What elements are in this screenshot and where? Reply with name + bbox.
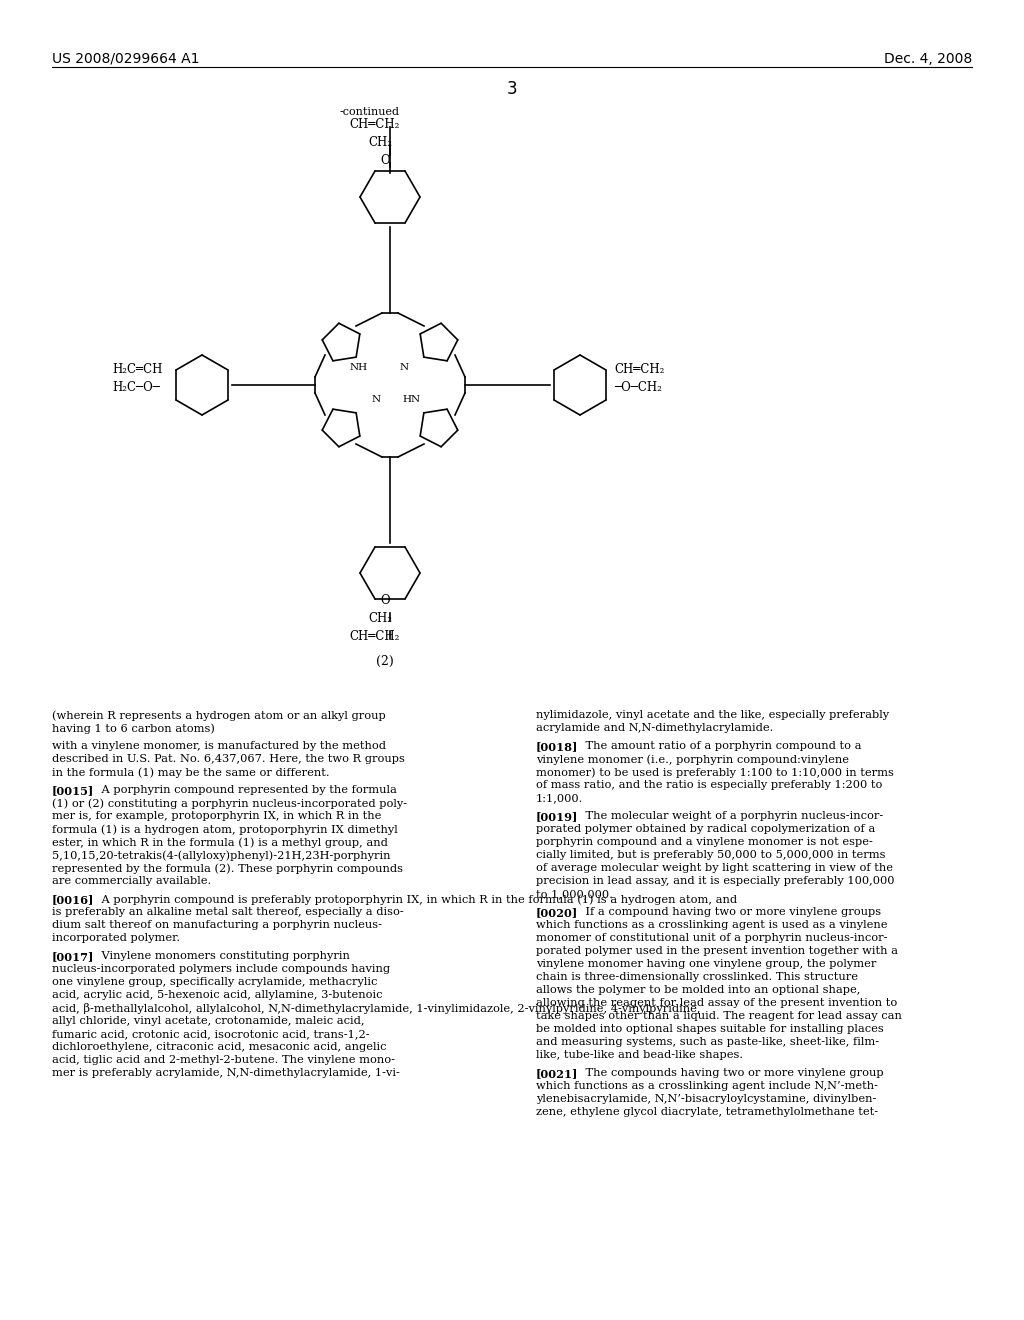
Text: nylimidazole, vinyl acetate and the like, especially preferably: nylimidazole, vinyl acetate and the like…: [536, 710, 889, 719]
Text: monomer) to be used is preferably 1:100 to 1:10,000 in terms: monomer) to be used is preferably 1:100 …: [536, 767, 894, 777]
Text: A porphyrin compound is preferably protoporphyrin IX, in which R in the formula : A porphyrin compound is preferably proto…: [87, 894, 736, 904]
Text: incorporated polymer.: incorporated polymer.: [52, 933, 180, 942]
Text: The compounds having two or more vinylene group: The compounds having two or more vinylen…: [570, 1068, 884, 1078]
Text: described in U.S. Pat. No. 6,437,067. Here, the two R groups: described in U.S. Pat. No. 6,437,067. He…: [52, 754, 404, 764]
Text: acid, tiglic acid and 2-methyl-2-butene. The vinylene mono-: acid, tiglic acid and 2-methyl-2-butene.…: [52, 1055, 395, 1065]
Text: mer is preferably acrylamide, N,N-dimethylacrylamide, 1-vi-: mer is preferably acrylamide, N,N-dimeth…: [52, 1068, 400, 1078]
Text: porated polymer used in the present invention together with a: porated polymer used in the present inve…: [536, 946, 898, 956]
Text: which functions as a crosslinking agent is used as a vinylene: which functions as a crosslinking agent …: [536, 920, 888, 931]
Text: (wherein R represents a hydrogen atom or an alkyl group: (wherein R represents a hydrogen atom or…: [52, 710, 386, 721]
Text: ester, in which R in the formula (1) is a methyl group, and: ester, in which R in the formula (1) is …: [52, 837, 388, 847]
Text: cially limited, but is preferably 50,000 to 5,000,000 in terms: cially limited, but is preferably 50,000…: [536, 850, 886, 861]
Text: dium salt thereof on manufacturing a porphyrin nucleus-: dium salt thereof on manufacturing a por…: [52, 920, 382, 931]
Text: 3: 3: [507, 81, 517, 98]
Text: [0016]: [0016]: [52, 894, 94, 906]
Text: is preferably an alkaline metal salt thereof, especially a diso-: is preferably an alkaline metal salt the…: [52, 907, 403, 917]
Text: O: O: [380, 153, 390, 166]
Text: A porphyrin compound represented by the formula: A porphyrin compound represented by the …: [87, 785, 396, 795]
Text: are commercially available.: are commercially available.: [52, 876, 211, 886]
Text: nucleus-incorporated polymers include compounds having: nucleus-incorporated polymers include co…: [52, 964, 390, 974]
Text: and measuring systems, such as paste-like, sheet-like, film-: and measuring systems, such as paste-lik…: [536, 1038, 880, 1047]
Text: vinylene monomer having one vinylene group, the polymer: vinylene monomer having one vinylene gro…: [536, 960, 877, 969]
Text: H₂C─O─: H₂C─O─: [112, 381, 160, 393]
Text: acrylamide and N,N-dimethylacrylamide.: acrylamide and N,N-dimethylacrylamide.: [536, 723, 773, 733]
Text: H₂C═CH: H₂C═CH: [112, 363, 163, 376]
Text: dichloroethylene, citraconic acid, mesaconic acid, angelic: dichloroethylene, citraconic acid, mesac…: [52, 1041, 386, 1052]
Text: CH═CH₂: CH═CH₂: [614, 363, 665, 376]
Text: acid, acrylic acid, 5-hexenoic acid, allylamine, 3-butenoic: acid, acrylic acid, 5-hexenoic acid, all…: [52, 990, 383, 1001]
Text: CH═CH₂: CH═CH₂: [350, 630, 400, 643]
Text: porphyrin compound and a vinylene monomer is not espe-: porphyrin compound and a vinylene monome…: [536, 837, 872, 847]
Text: [0015]: [0015]: [52, 785, 94, 796]
Text: Vinylene monomers constituting porphyrin: Vinylene monomers constituting porphyrin: [87, 950, 349, 961]
Text: [0020]: [0020]: [536, 907, 579, 917]
Text: 1:1,000.: 1:1,000.: [536, 793, 584, 803]
Text: like, tube-like and bead-like shapes.: like, tube-like and bead-like shapes.: [536, 1049, 743, 1060]
Text: of average molecular weight by light scattering in view of the: of average molecular weight by light sca…: [536, 863, 893, 873]
Text: with a vinylene monomer, is manufactured by the method: with a vinylene monomer, is manufactured…: [52, 741, 386, 751]
Text: precision in lead assay, and it is especially preferably 100,000: precision in lead assay, and it is espec…: [536, 876, 895, 886]
Text: mer is, for example, protoporphyrin IX, in which R in the: mer is, for example, protoporphyrin IX, …: [52, 810, 381, 821]
Text: [0019]: [0019]: [536, 810, 579, 822]
Text: one vinylene group, specifically acrylamide, methacrylic: one vinylene group, specifically acrylam…: [52, 977, 378, 987]
Text: [0017]: [0017]: [52, 950, 94, 962]
Text: allowing the reagent for lead assay of the present invention to: allowing the reagent for lead assay of t…: [536, 998, 897, 1008]
Text: CH═CH₂: CH═CH₂: [350, 117, 400, 131]
Text: O: O: [380, 594, 390, 606]
Text: US 2008/0299664 A1: US 2008/0299664 A1: [52, 51, 200, 66]
Text: (1) or (2) constituting a porphyrin nucleus-incorporated poly-: (1) or (2) constituting a porphyrin nucl…: [52, 799, 408, 809]
Text: vinylene monomer (i.e., porphyrin compound:vinylene: vinylene monomer (i.e., porphyrin compou…: [536, 754, 849, 764]
Text: having 1 to 6 carbon atoms): having 1 to 6 carbon atoms): [52, 723, 215, 734]
Text: porated polymer obtained by radical copolymerization of a: porated polymer obtained by radical copo…: [536, 824, 876, 834]
Text: ylenebisacrylamide, N,N’-bisacryloylcystamine, divinylben-: ylenebisacrylamide, N,N’-bisacryloylcyst…: [536, 1094, 877, 1104]
Text: chain is three-dimensionally crosslinked. This structure: chain is three-dimensionally crosslinked…: [536, 972, 858, 982]
Text: If a compound having two or more vinylene groups: If a compound having two or more vinylen…: [570, 907, 881, 917]
Text: acid, β-methallylalcohol, allylalcohol, N,N-dimethylacrylamide, 1-vinylimidazole: acid, β-methallylalcohol, allylalcohol, …: [52, 1003, 700, 1014]
Text: CH₂: CH₂: [368, 611, 392, 624]
Text: [0018]: [0018]: [536, 741, 579, 752]
Text: formula (1) is a hydrogen atom, protoporphyrin IX dimethyl: formula (1) is a hydrogen atom, protopor…: [52, 824, 397, 834]
Text: fumaric acid, crotonic acid, isocrotonic acid, trans-1,2-: fumaric acid, crotonic acid, isocrotonic…: [52, 1030, 370, 1039]
Text: N: N: [400, 363, 410, 372]
Text: The molecular weight of a porphyrin nucleus-incor-: The molecular weight of a porphyrin nucl…: [570, 810, 883, 821]
Text: be molded into optional shapes suitable for installing places: be molded into optional shapes suitable …: [536, 1024, 884, 1034]
Text: zene, ethylene glycol diacrylate, tetramethylolmethane tet-: zene, ethylene glycol diacrylate, tetram…: [536, 1107, 879, 1117]
Text: represented by the formula (2). These porphyrin compounds: represented by the formula (2). These po…: [52, 863, 403, 874]
Text: CH₂: CH₂: [368, 136, 392, 149]
Text: allows the polymer to be molded into an optional shape,: allows the polymer to be molded into an …: [536, 985, 860, 995]
Text: ─O─CH₂: ─O─CH₂: [614, 381, 662, 393]
Text: Dec. 4, 2008: Dec. 4, 2008: [884, 51, 972, 66]
Text: of mass ratio, and the ratio is especially preferably 1:200 to: of mass ratio, and the ratio is especial…: [536, 780, 883, 789]
Text: N: N: [372, 395, 381, 404]
Text: [0021]: [0021]: [536, 1068, 579, 1078]
Text: monomer of constitutional unit of a porphyrin nucleus-incor-: monomer of constitutional unit of a porp…: [536, 933, 888, 942]
Text: allyl chloride, vinyl acetate, crotonamide, maleic acid,: allyl chloride, vinyl acetate, crotonami…: [52, 1016, 365, 1026]
Text: (2): (2): [376, 655, 394, 668]
Text: take shapes other than a liquid. The reagent for lead assay can: take shapes other than a liquid. The rea…: [536, 1011, 902, 1020]
Text: The amount ratio of a porphyrin compound to a: The amount ratio of a porphyrin compound…: [570, 741, 861, 751]
Text: HN: HN: [402, 395, 420, 404]
Text: to 1,000,000.: to 1,000,000.: [536, 888, 613, 899]
Text: NH: NH: [350, 363, 368, 372]
Text: -continued: -continued: [340, 107, 400, 117]
Text: which functions as a crosslinking agent include N,N’-meth-: which functions as a crosslinking agent …: [536, 1081, 878, 1092]
Text: in the formula (1) may be the same or different.: in the formula (1) may be the same or di…: [52, 767, 330, 777]
Text: 5,10,15,20-tetrakis(4-(allyloxy)phenyl)-21H,23H-porphyrin: 5,10,15,20-tetrakis(4-(allyloxy)phenyl)-…: [52, 850, 390, 861]
